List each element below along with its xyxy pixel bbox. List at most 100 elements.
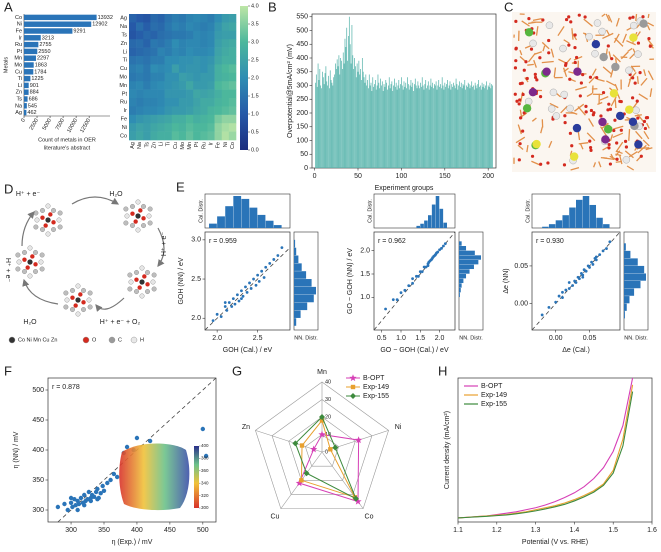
heat-cell — [150, 30, 158, 40]
series-line — [457, 391, 634, 519]
molecule-atom — [27, 245, 33, 251]
panel-label: D — [4, 181, 13, 196]
point — [134, 435, 140, 441]
y-tick-label: 0 — [304, 165, 308, 172]
heat-cell — [171, 114, 180, 124]
bond — [612, 132, 624, 139]
oxygen-atom — [513, 92, 517, 96]
oxygen-atom — [567, 43, 571, 47]
hist-bar — [603, 224, 610, 228]
x-tick-label: 2.0 — [212, 335, 222, 342]
bar — [427, 81, 429, 168]
metal-atom — [611, 62, 620, 72]
bar — [413, 91, 414, 168]
bar — [482, 86, 484, 168]
heat-cell — [228, 47, 237, 57]
bond — [636, 76, 639, 84]
heat-cell — [157, 89, 165, 99]
heat-cell — [193, 98, 201, 107]
heat-cell — [207, 81, 215, 90]
row-label: Mo — [119, 74, 127, 80]
bar — [473, 85, 474, 168]
oxygen-atom — [514, 46, 518, 50]
point — [443, 242, 447, 246]
bar — [393, 85, 394, 168]
bond — [571, 28, 574, 40]
hist-bar — [294, 279, 312, 287]
bar — [437, 85, 439, 168]
heat-cell — [129, 14, 137, 23]
hist-bar — [569, 207, 576, 228]
heat-cell — [157, 131, 165, 141]
hist-bar — [294, 286, 316, 295]
heat-cell — [207, 47, 215, 57]
bond — [570, 111, 578, 115]
bar — [467, 82, 469, 168]
marker — [295, 479, 303, 487]
bar — [425, 80, 427, 168]
bar — [320, 85, 322, 168]
bar — [341, 60, 342, 168]
heat-cell — [228, 98, 237, 107]
point — [415, 274, 418, 278]
value-label: 1225 — [31, 76, 43, 82]
inset-surface — [119, 443, 190, 511]
molecule-atom — [75, 283, 81, 289]
molecule-atom — [144, 289, 150, 295]
heat-cell — [214, 123, 223, 132]
heat-cell — [129, 39, 137, 48]
oxygen-atom — [610, 57, 614, 61]
bar — [465, 89, 466, 168]
heat-cell — [164, 106, 173, 116]
bar — [480, 85, 481, 168]
point — [588, 266, 591, 269]
molecule-oxygen — [138, 208, 143, 213]
bar — [411, 86, 413, 168]
heat-cell — [164, 72, 173, 82]
heat-cell — [178, 106, 187, 116]
value-label: 2755 — [39, 42, 51, 48]
bond — [628, 151, 638, 158]
oxygen-atom — [619, 99, 623, 104]
heat-cell — [200, 89, 208, 99]
row-label: Cu — [120, 66, 127, 72]
carbon-atom — [549, 88, 558, 97]
bar — [469, 88, 471, 168]
oxygen-atom — [608, 107, 613, 111]
oxygen-atom — [613, 118, 617, 122]
oxygen-atom — [647, 37, 651, 41]
point — [260, 269, 264, 273]
bond — [605, 29, 611, 36]
x-axis-label: η (Exp.) / mV — [112, 539, 153, 546]
value-label: 2550 — [38, 49, 50, 55]
bond — [574, 103, 585, 112]
bond — [562, 67, 568, 77]
point — [219, 315, 223, 319]
cycle-arrow — [157, 227, 165, 267]
heat-cell — [150, 131, 158, 141]
hist-bar — [624, 273, 646, 281]
bar — [428, 89, 430, 168]
y-tick-label: 300 — [32, 507, 44, 514]
hist-frame — [373, 193, 456, 229]
bond — [597, 101, 603, 106]
inset-tick-label: 400 — [201, 443, 209, 448]
oxygen-atom — [518, 142, 522, 146]
heat-cell — [171, 106, 180, 116]
molecule-atom — [63, 290, 69, 296]
bar — [380, 78, 381, 168]
value-label: 9291 — [73, 28, 85, 34]
molecule-metal — [27, 259, 33, 265]
bar — [440, 84, 441, 168]
oxygen-atom — [589, 108, 594, 113]
bar — [388, 77, 390, 168]
marker — [328, 447, 333, 452]
bar — [374, 80, 376, 168]
bond — [521, 20, 530, 27]
molecule-atom — [123, 206, 129, 212]
point — [249, 287, 253, 290]
bar — [456, 84, 458, 168]
bond — [598, 161, 602, 168]
point — [391, 298, 395, 302]
heat-cell — [129, 123, 137, 132]
